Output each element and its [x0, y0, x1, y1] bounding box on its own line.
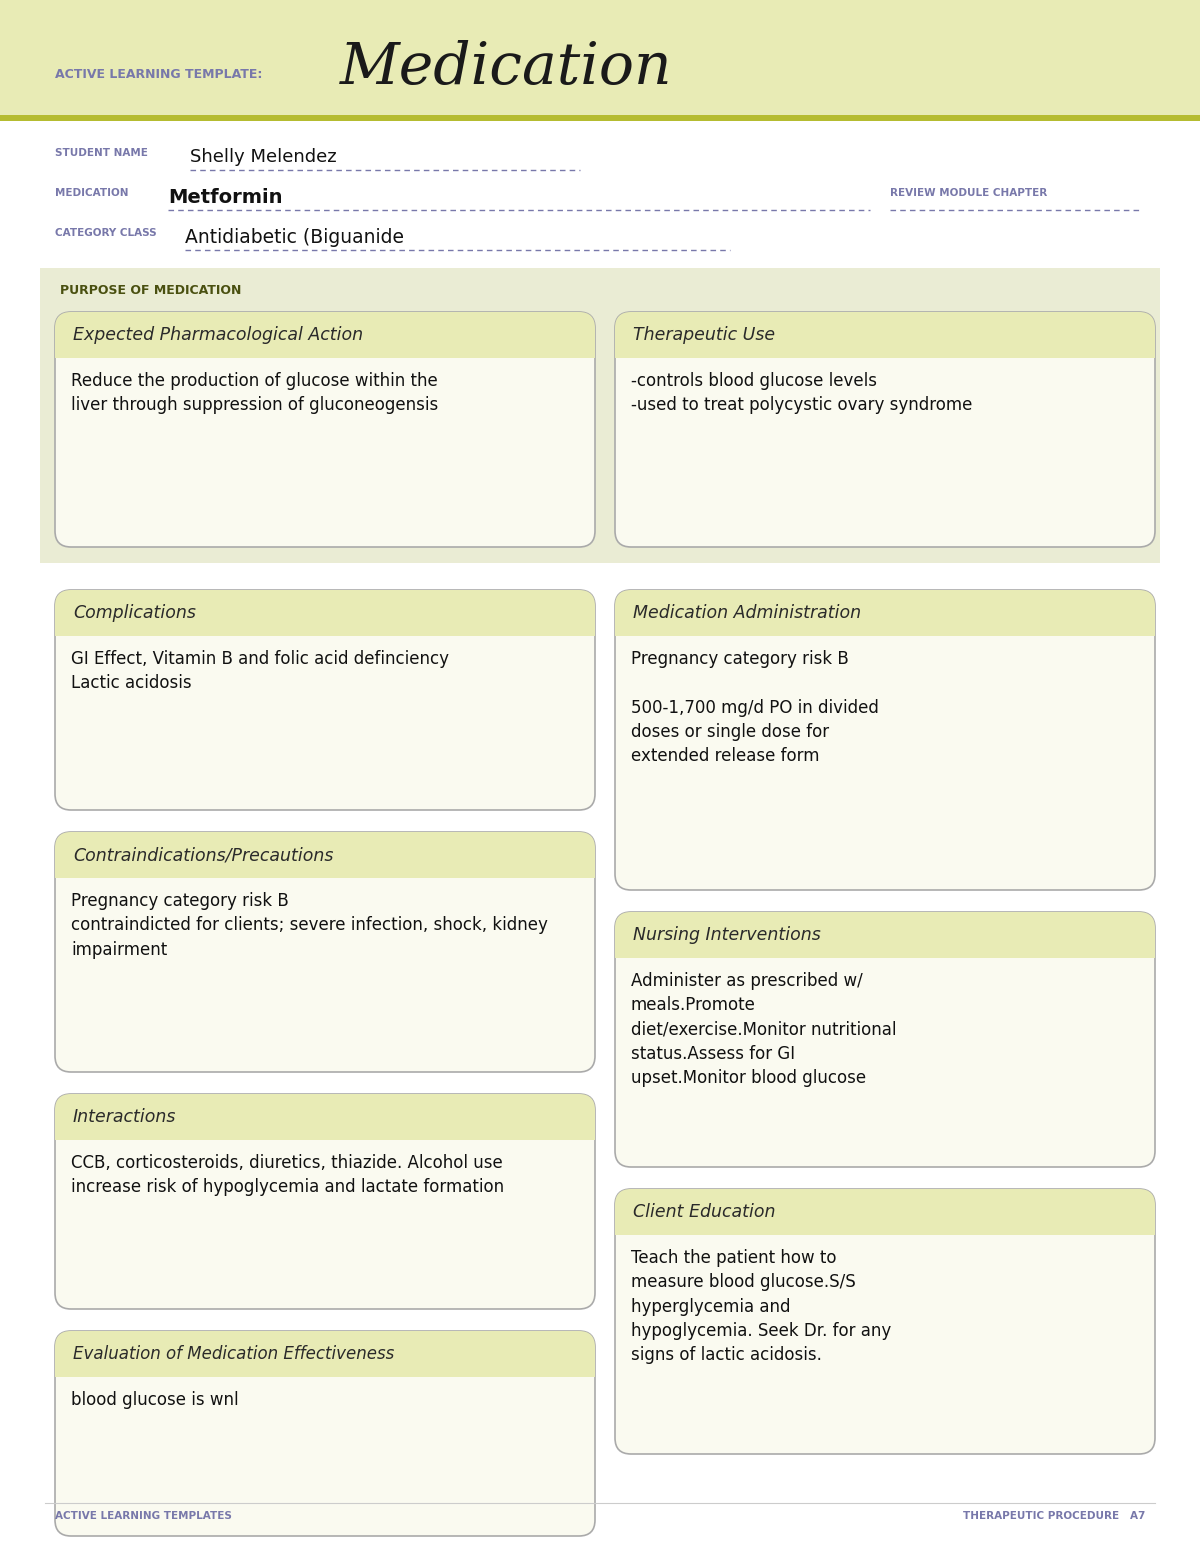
FancyBboxPatch shape	[616, 590, 1154, 890]
Text: ACTIVE LEARNING TEMPLATES: ACTIVE LEARNING TEMPLATES	[55, 1511, 232, 1520]
Text: STUDENT NAME: STUDENT NAME	[55, 148, 148, 158]
Bar	[55, 613, 595, 637]
FancyBboxPatch shape	[616, 312, 1154, 359]
FancyBboxPatch shape	[55, 590, 595, 811]
FancyBboxPatch shape	[616, 1190, 1154, 1454]
Bar	[616, 935, 1154, 958]
Text: REVIEW MODULE CHAPTER: REVIEW MODULE CHAPTER	[890, 188, 1048, 197]
Text: Reduce the production of glucose within the
liver through suppression of glucone: Reduce the production of glucose within …	[71, 373, 438, 415]
Text: Evaluation of Medication Effectiveness: Evaluation of Medication Effectiveness	[73, 1345, 395, 1364]
Text: -controls blood glucose levels
-used to treat polycystic ovary syndrome: -controls blood glucose levels -used to …	[631, 373, 972, 415]
Text: Medication: Medication	[340, 40, 673, 96]
FancyBboxPatch shape	[55, 1093, 595, 1140]
Text: THERAPEUTIC PROCEDURE   A7: THERAPEUTIC PROCEDURE A7	[962, 1511, 1145, 1520]
Text: Client Education: Client Education	[634, 1204, 775, 1221]
Bar	[55, 1354, 595, 1378]
Text: CCB, corticosteroids, diuretics, thiazide. Alcohol use
increase risk of hypoglyc: CCB, corticosteroids, diuretics, thiazid…	[71, 1154, 504, 1196]
Text: Medication Administration: Medication Administration	[634, 604, 862, 623]
Text: CATEGORY CLASS: CATEGORY CLASS	[55, 228, 157, 238]
Bar	[0, 115, 1200, 121]
FancyBboxPatch shape	[55, 1331, 595, 1378]
Text: Interactions: Interactions	[73, 1107, 176, 1126]
Text: Pregnancy category risk B
contraindicted for clients; severe infection, shock, k: Pregnancy category risk B contraindicted…	[71, 891, 548, 958]
FancyBboxPatch shape	[55, 590, 595, 637]
FancyBboxPatch shape	[616, 590, 1154, 637]
Text: Pregnancy category risk B

500-1,700 mg/d PO in divided
doses or single dose for: Pregnancy category risk B 500-1,700 mg/d…	[631, 651, 878, 766]
Text: Contraindications/Precautions: Contraindications/Precautions	[73, 846, 334, 863]
Text: PURPOSE OF MEDICATION: PURPOSE OF MEDICATION	[60, 284, 241, 297]
FancyBboxPatch shape	[616, 312, 1154, 547]
Text: Complications: Complications	[73, 604, 196, 623]
FancyBboxPatch shape	[55, 832, 595, 1072]
Text: Therapeutic Use: Therapeutic Use	[634, 326, 775, 345]
FancyBboxPatch shape	[616, 912, 1154, 958]
Text: GI Effect, Vitamin B and folic acid definciency
Lactic acidosis: GI Effect, Vitamin B and folic acid defi…	[71, 651, 449, 693]
Text: Antidiabetic (Biguanide: Antidiabetic (Biguanide	[185, 228, 404, 247]
FancyBboxPatch shape	[616, 1190, 1154, 1235]
Text: ACTIVE LEARNING TEMPLATE:: ACTIVE LEARNING TEMPLATE:	[55, 67, 263, 81]
Text: Expected Pharmacological Action: Expected Pharmacological Action	[73, 326, 364, 345]
Bar	[616, 1211, 1154, 1235]
Text: Metformin: Metformin	[168, 188, 282, 207]
Bar	[55, 335, 595, 359]
FancyBboxPatch shape	[616, 912, 1154, 1166]
Bar	[616, 335, 1154, 359]
FancyBboxPatch shape	[55, 312, 595, 359]
FancyBboxPatch shape	[55, 1331, 595, 1536]
Text: MEDICATION: MEDICATION	[55, 188, 128, 197]
Bar	[616, 613, 1154, 637]
Bar	[55, 856, 595, 877]
Bar	[40, 269, 1160, 564]
Text: blood glucose is wnl: blood glucose is wnl	[71, 1391, 239, 1409]
FancyBboxPatch shape	[55, 312, 595, 547]
FancyBboxPatch shape	[55, 832, 595, 877]
Text: Shelly Melendez: Shelly Melendez	[190, 148, 337, 166]
Bar	[55, 1117, 595, 1140]
Text: Teach the patient how to
measure blood glucose.S/S
hyperglycemia and
hypoglycemi: Teach the patient how to measure blood g…	[631, 1249, 892, 1364]
Bar	[0, 0, 1200, 115]
FancyBboxPatch shape	[55, 1093, 595, 1309]
Text: Nursing Interventions: Nursing Interventions	[634, 926, 821, 944]
Text: Administer as prescribed w/
meals.Promote
diet/exercise.Monitor nutritional
stat: Administer as prescribed w/ meals.Promot…	[631, 972, 896, 1087]
